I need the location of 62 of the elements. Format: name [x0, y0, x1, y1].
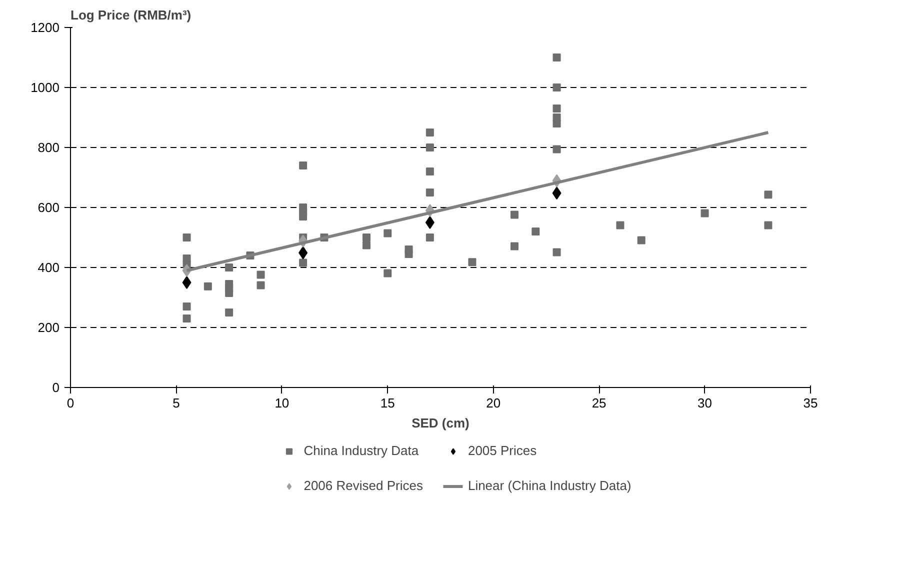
- point: [225, 264, 234, 272]
- point: [182, 314, 191, 322]
- point: [256, 281, 265, 290]
- point: [298, 246, 308, 260]
- point: [510, 210, 518, 219]
- y-tick-label: 600: [38, 200, 60, 215]
- point: [616, 221, 624, 230]
- x-tick-label: 20: [486, 396, 501, 410]
- y-tick-label: 0: [52, 380, 60, 395]
- x-tick-label: 10: [274, 396, 290, 410]
- y-tick-label: 200: [38, 320, 60, 335]
- legend-label: 2005 Prices: [468, 443, 537, 458]
- legend-label: 2006 Revised Prices: [304, 478, 423, 493]
- x-tick-label: 15: [380, 396, 395, 410]
- point: [225, 289, 234, 297]
- y-tick-label: 800: [38, 140, 60, 155]
- legend-label: Linear (China Industry Data): [468, 478, 632, 493]
- point: [764, 190, 772, 199]
- point: [552, 84, 561, 92]
- point: [552, 186, 562, 200]
- point: [256, 270, 265, 279]
- point: [426, 234, 434, 242]
- point: [299, 258, 308, 267]
- point: [426, 128, 434, 136]
- point: [182, 234, 191, 242]
- y-tick-label: 400: [38, 260, 60, 275]
- point: [468, 258, 476, 266]
- point: [426, 144, 434, 152]
- point: [552, 248, 561, 256]
- point: [362, 234, 370, 242]
- point: [182, 302, 191, 310]
- y-tick-label: 1000: [30, 80, 60, 95]
- point: [425, 216, 434, 229]
- point: [552, 54, 561, 62]
- point: [552, 145, 561, 154]
- point: [299, 212, 308, 220]
- point: [532, 228, 540, 236]
- point: [182, 276, 192, 289]
- x-tick-label: 5: [172, 396, 180, 410]
- point: [552, 104, 561, 112]
- point: [299, 162, 308, 170]
- legend-label: China Industry Data: [304, 443, 419, 458]
- point: [204, 282, 212, 290]
- x-tick-label: 30: [698, 396, 712, 410]
- point: [510, 242, 518, 250]
- y-tick-label: 1200: [30, 20, 60, 35]
- point: [426, 168, 434, 176]
- point: [426, 188, 434, 196]
- point: [362, 241, 370, 250]
- x-tick-label: 0: [66, 396, 74, 410]
- x-axis-title: SED (cm): [412, 416, 470, 430]
- point: [637, 236, 646, 244]
- point: [404, 250, 413, 258]
- point: [700, 209, 709, 218]
- point: [384, 229, 392, 238]
- y-axis-title: Log Price (RMB/m³): [70, 8, 192, 22]
- x-tick-label: 35: [803, 396, 818, 410]
- point: [764, 221, 772, 230]
- point: [225, 308, 234, 316]
- x-tick-label: 25: [592, 396, 606, 410]
- point: [384, 269, 392, 278]
- point: [552, 120, 561, 128]
